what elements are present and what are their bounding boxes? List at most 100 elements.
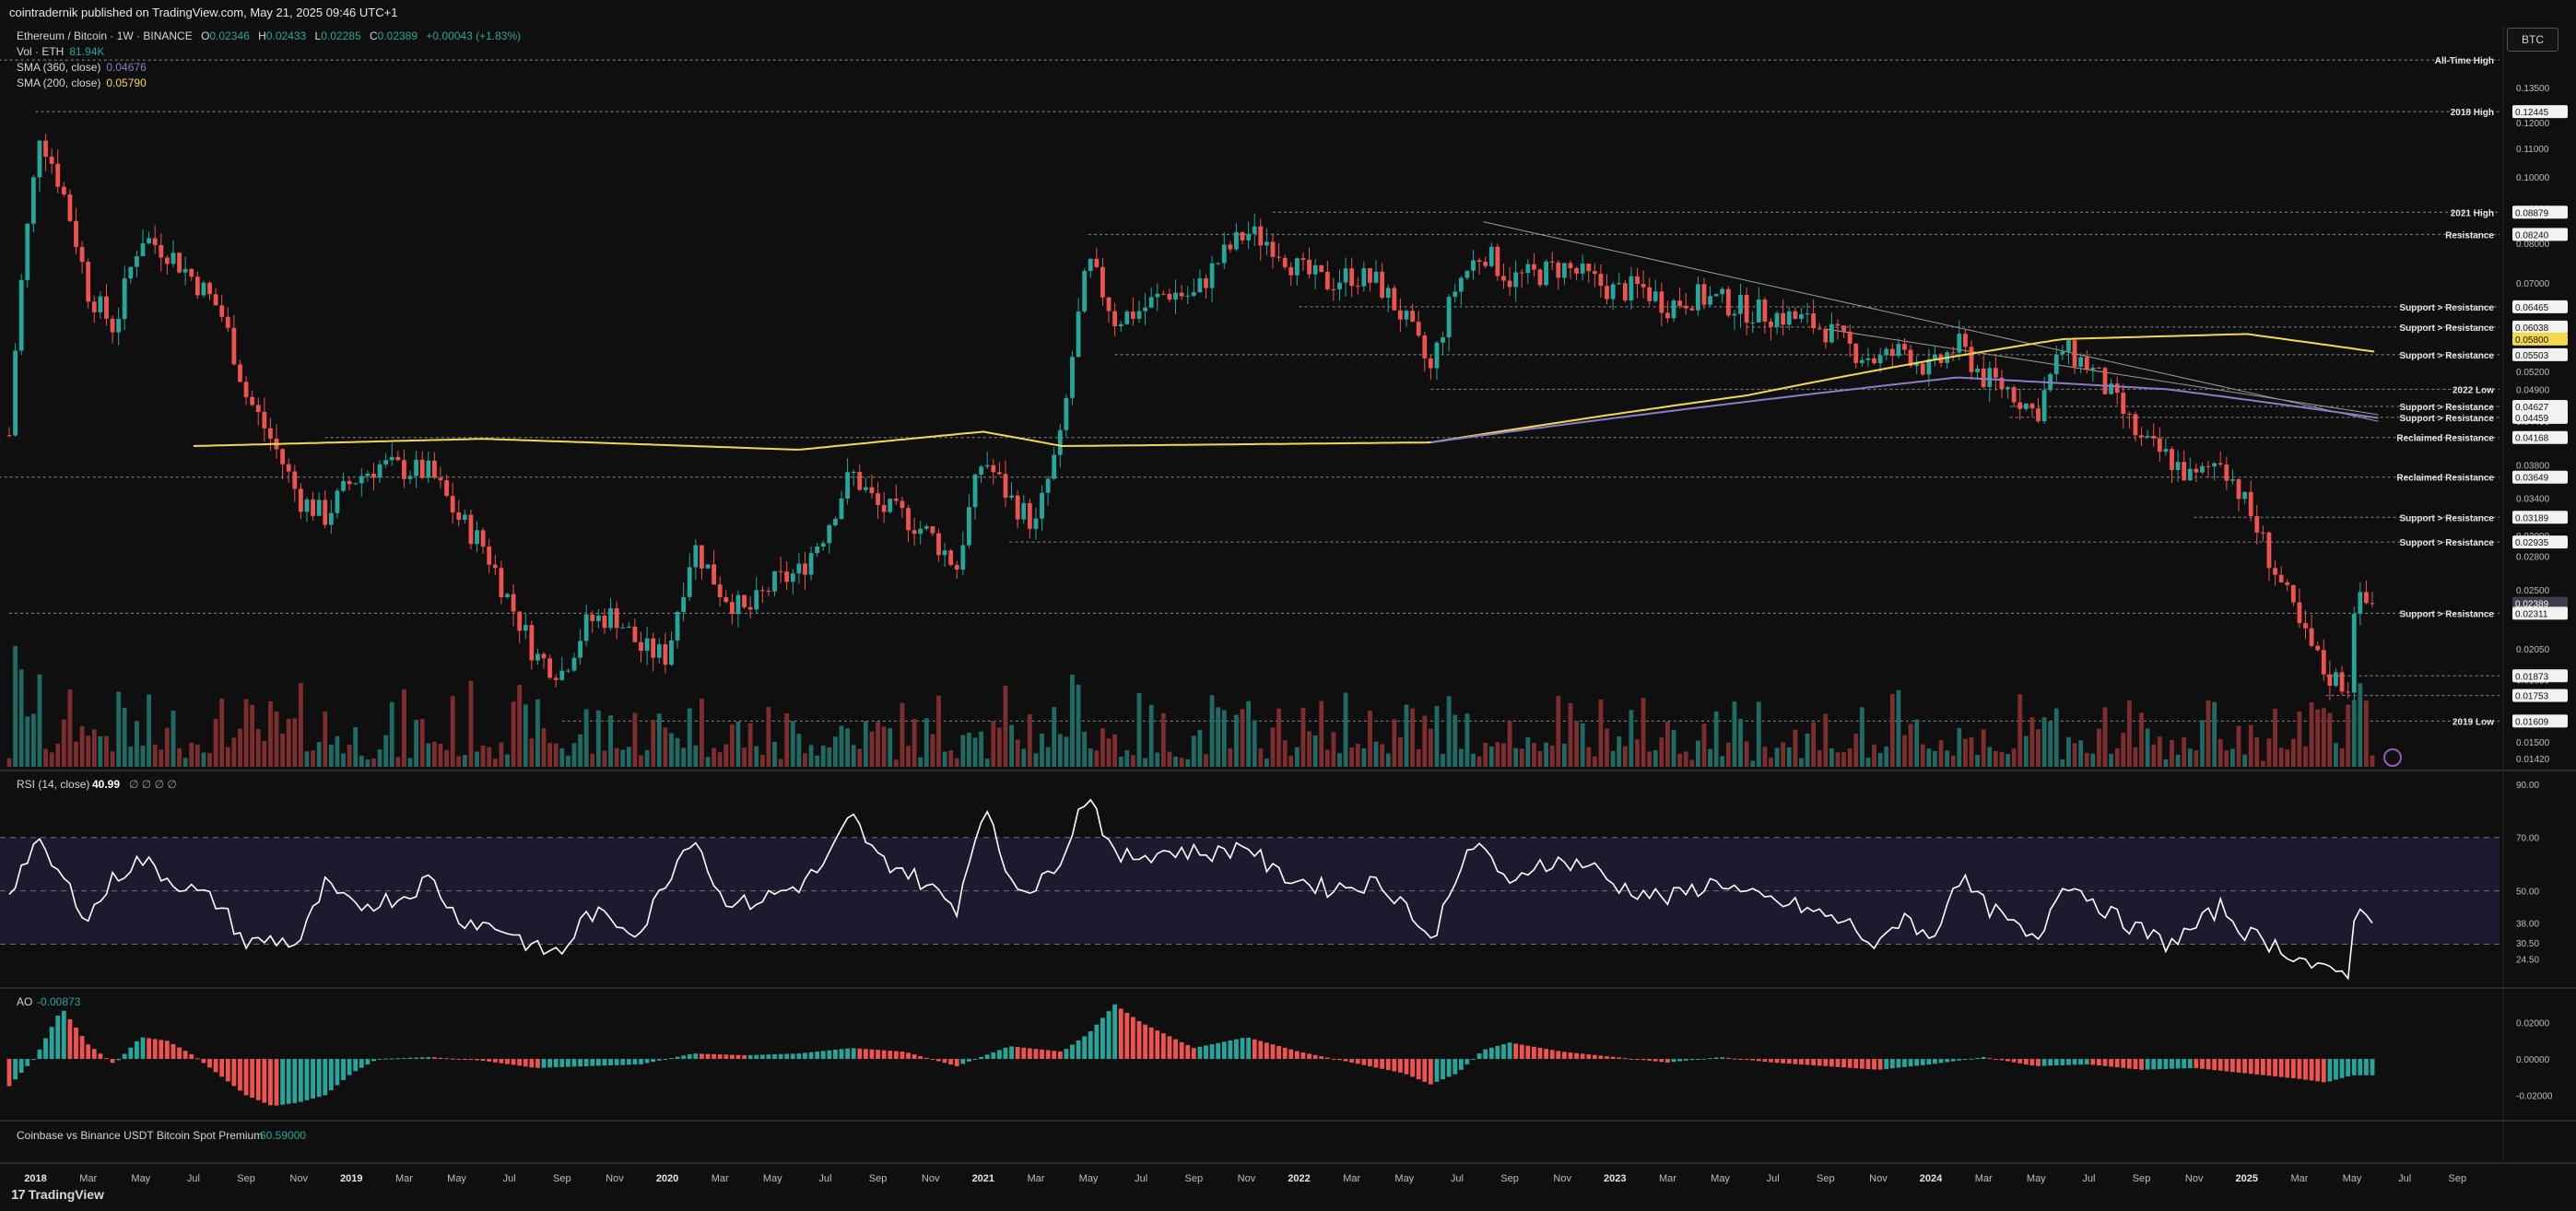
candle-body bbox=[1544, 261, 1549, 286]
candle-body bbox=[656, 644, 662, 658]
tradingview-brand: TradingView bbox=[28, 1187, 104, 1202]
candle-body bbox=[1683, 305, 1688, 309]
ao-bar bbox=[1221, 1041, 1227, 1059]
volume-bar bbox=[359, 756, 364, 767]
volume-bar bbox=[583, 709, 589, 767]
volume-bar bbox=[37, 674, 42, 767]
ao-bar bbox=[13, 1058, 18, 1080]
candle-body bbox=[1143, 307, 1147, 312]
candle-body bbox=[1823, 328, 1829, 343]
time-axis-label: Nov bbox=[1238, 1173, 1256, 1184]
volume-bar bbox=[487, 747, 492, 767]
change-value: +0.00043 (+1.83%) bbox=[426, 29, 522, 42]
price-axis-label: 0.07000 bbox=[2516, 279, 2550, 289]
volume-bar bbox=[2346, 704, 2351, 767]
time-axis-label: Mar bbox=[1659, 1173, 1676, 1184]
ao-bar bbox=[316, 1058, 322, 1098]
ao-bar bbox=[98, 1053, 103, 1059]
ao-bar bbox=[2278, 1058, 2284, 1077]
time-axis-label: Nov bbox=[2185, 1173, 2204, 1184]
volume-bar bbox=[2254, 736, 2260, 767]
volume-bar bbox=[833, 736, 838, 767]
time-axis-label: 2021 bbox=[972, 1173, 994, 1184]
volume-bar bbox=[1622, 746, 1628, 767]
ao-bar bbox=[1410, 1058, 1415, 1077]
currency-button[interactable]: BTC bbox=[2507, 28, 2558, 52]
volume-bar bbox=[2315, 709, 2321, 767]
volume-bar bbox=[1920, 744, 1925, 767]
volume-bar bbox=[1398, 736, 1403, 767]
premium-title: Coinbase vs Binance USDT Bitcoin Spot Pr… bbox=[17, 1129, 263, 1142]
sma200-legend[interactable]: SMA (200, close) 0.05790 bbox=[17, 76, 147, 89]
candle-body bbox=[1629, 276, 1634, 301]
candle-body bbox=[1076, 312, 1081, 358]
volume-bar bbox=[1488, 747, 1494, 767]
volume-bar bbox=[2078, 740, 2084, 767]
ao-bar bbox=[1130, 1017, 1135, 1059]
ao-bar bbox=[820, 1051, 826, 1059]
volume-bar bbox=[845, 728, 851, 767]
candle-body bbox=[1695, 284, 1700, 311]
time-axis-label: Sep bbox=[1500, 1173, 1519, 1184]
ao-bar bbox=[712, 1053, 716, 1059]
trend-line bbox=[1483, 221, 2379, 422]
candle-body bbox=[49, 157, 54, 164]
ao-bar bbox=[1677, 1058, 1683, 1062]
volume-bar bbox=[942, 751, 947, 767]
volume-bar bbox=[1957, 727, 1962, 767]
volume-bar bbox=[2139, 712, 2144, 767]
candle-body bbox=[729, 602, 735, 615]
volume-bar bbox=[1605, 728, 1609, 767]
low-value: 0.02285 bbox=[321, 29, 361, 42]
ao-bar bbox=[1209, 1044, 1215, 1059]
volume-bar bbox=[729, 724, 735, 767]
candle-body bbox=[1896, 344, 1901, 357]
candle-body bbox=[1027, 502, 1032, 529]
volume-bar bbox=[1404, 704, 1409, 767]
ao-bar bbox=[140, 1037, 146, 1059]
candle-body bbox=[1568, 263, 1573, 269]
candle-body bbox=[626, 626, 631, 628]
sma360-legend[interactable]: SMA (360, close) 0.04676 bbox=[17, 61, 147, 74]
ao-bar bbox=[1258, 1041, 1264, 1059]
price-tag-bg bbox=[2512, 320, 2568, 334]
volume-bar bbox=[693, 745, 699, 767]
candle-body bbox=[815, 547, 820, 554]
volume-bar bbox=[1373, 741, 1379, 767]
candle-body bbox=[857, 472, 863, 490]
volume-bar bbox=[1750, 760, 1756, 767]
symbol-legend: Ethereum / Bitcoin · 1W · BINANCE O0.023… bbox=[17, 29, 521, 42]
ao-bar bbox=[1725, 1057, 1731, 1059]
candle-body bbox=[1507, 280, 1512, 288]
ao-bar bbox=[419, 1057, 425, 1059]
candle-body bbox=[2339, 672, 2345, 692]
candle-body bbox=[1416, 322, 1421, 336]
ao-bar bbox=[681, 1055, 687, 1059]
volume-bar bbox=[1130, 755, 1135, 767]
volume-bar bbox=[2266, 738, 2272, 767]
candle-body bbox=[2151, 435, 2157, 439]
volume-bar bbox=[984, 758, 990, 767]
ao-bar bbox=[1185, 1044, 1191, 1059]
volume-bar bbox=[2327, 712, 2333, 767]
time-axis-label: May bbox=[131, 1173, 150, 1184]
candle-body bbox=[960, 545, 966, 570]
volume-bar bbox=[1513, 747, 1519, 767]
ao-bar bbox=[1100, 1017, 1105, 1059]
ao-bar bbox=[2334, 1058, 2338, 1080]
candle-body bbox=[6, 435, 12, 437]
tradingview-logo[interactable]: 17 TradingView bbox=[11, 1187, 104, 1203]
ao-bar bbox=[1488, 1047, 1494, 1059]
volume-bar bbox=[2097, 728, 2101, 767]
level-label: Support > Resistance bbox=[2399, 538, 2494, 548]
volume-legend[interactable]: Vol · ETH 81.94K bbox=[17, 45, 104, 58]
volume-bar bbox=[2217, 738, 2223, 767]
volume-bar bbox=[450, 696, 455, 767]
ao-bar bbox=[1264, 1042, 1269, 1059]
symbol-title[interactable]: Ethereum / Bitcoin · 1W · BINANCE bbox=[17, 29, 193, 42]
candle-body bbox=[712, 564, 716, 585]
sma360-value: 0.04676 bbox=[106, 61, 147, 74]
candle-body bbox=[1204, 277, 1208, 288]
ao-bar bbox=[1793, 1058, 1798, 1064]
